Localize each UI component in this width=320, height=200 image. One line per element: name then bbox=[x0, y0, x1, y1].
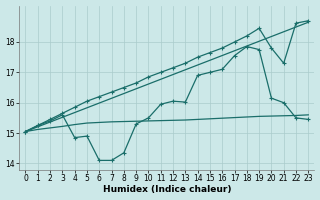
X-axis label: Humidex (Indice chaleur): Humidex (Indice chaleur) bbox=[103, 185, 231, 194]
